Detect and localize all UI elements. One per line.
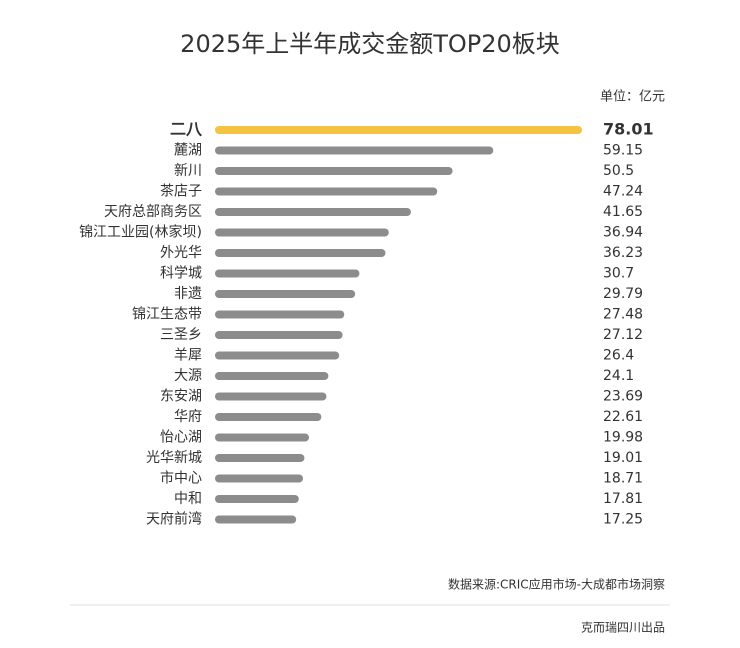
category-label: 中和	[174, 491, 202, 507]
chart-title: 2025年上半年成交金额TOP20板块	[180, 30, 560, 58]
value-label: 19.98	[603, 430, 643, 446]
bar	[215, 290, 356, 298]
bar	[215, 126, 582, 134]
category-label: 科学城	[160, 266, 202, 282]
source-note: 数据来源:CRIC应用市场-大成都市场洞察	[448, 577, 665, 592]
category-label: 茶店子	[160, 184, 202, 200]
footer: 克而瑞四川出品	[581, 621, 665, 635]
category-label: 天府前湾	[146, 511, 202, 528]
value-label: 17.81	[603, 491, 643, 507]
value-label: 29.79	[603, 286, 643, 302]
value-label: 24.1	[603, 368, 634, 384]
category-label: 非遗	[174, 286, 202, 302]
category-label: 天府总部商务区	[104, 204, 202, 220]
category-label: 大源	[174, 368, 202, 384]
bar	[215, 433, 309, 442]
bar	[215, 372, 329, 380]
unit-label: 单位：亿元	[600, 90, 665, 105]
value-label: 36.94	[603, 225, 643, 241]
category-label: 二八	[170, 120, 203, 139]
bar	[215, 310, 345, 319]
category-label: 锦江生态带	[132, 306, 202, 323]
value-label: 19.01	[603, 450, 643, 466]
value-label: 27.48	[603, 307, 643, 323]
category-label: 华府	[174, 409, 202, 425]
bar	[215, 208, 411, 216]
value-label: 26.4	[603, 348, 634, 364]
bar	[215, 474, 304, 483]
category-label: 羊犀	[174, 348, 202, 364]
value-label: 18.71	[603, 471, 643, 487]
bar	[215, 249, 386, 257]
bar	[215, 413, 322, 421]
bar	[215, 515, 297, 524]
value-label: 78.01	[603, 120, 654, 139]
value-label: 27.12	[603, 327, 643, 343]
value-label: 22.61	[603, 409, 643, 425]
category-label: 锦江工业园(林家坝)	[79, 224, 202, 241]
bar	[215, 269, 360, 278]
bar	[215, 454, 305, 462]
category-label: 三圣乡	[160, 327, 202, 343]
bar	[215, 351, 340, 360]
value-label: 23.69	[603, 389, 643, 405]
value-label: 50.5	[603, 163, 634, 179]
bar	[215, 146, 494, 155]
bar	[215, 228, 389, 237]
value-label: 30.7	[603, 266, 634, 282]
category-label: 新川	[174, 163, 202, 179]
value-label: 17.25	[603, 512, 643, 528]
value-label: 59.15	[603, 143, 643, 159]
bar	[215, 331, 343, 339]
category-label: 光华新城	[146, 450, 202, 466]
bar	[215, 187, 438, 196]
bar	[215, 167, 453, 175]
value-label: 36.23	[603, 245, 643, 261]
value-label: 41.65	[603, 204, 643, 220]
value-label: 47.24	[603, 184, 643, 200]
bar	[215, 495, 299, 503]
category-label: 外光华	[160, 245, 202, 261]
category-label: 麓湖	[174, 143, 202, 159]
category-label: 东安湖	[160, 389, 202, 405]
bar	[215, 392, 327, 401]
category-label: 怡心湖	[160, 430, 202, 446]
category-label: 市中心	[160, 470, 202, 487]
